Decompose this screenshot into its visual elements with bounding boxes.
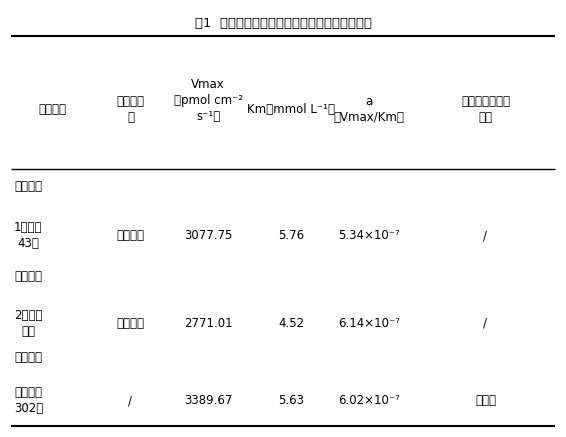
Text: 氮吸收能力评价
结果: 氮吸收能力评价 结果 xyxy=(461,95,510,124)
Text: a
（Vmax/Km）: a （Vmax/Km） xyxy=(333,95,405,124)
Text: 2771.01: 2771.01 xyxy=(184,317,233,330)
Text: Km（mmol L⁻¹）: Km（mmol L⁻¹） xyxy=(247,103,335,116)
Text: 种（中茶
302）: 种（中茶 302） xyxy=(14,386,43,415)
Text: 3389.67: 3389.67 xyxy=(184,394,232,407)
Text: Vmax
（pmol cm⁻²
s⁻¹）: Vmax （pmol cm⁻² s⁻¹） xyxy=(174,78,243,123)
Text: 高氮高效: 高氮高效 xyxy=(117,229,144,242)
Text: 对照品种: 对照品种 xyxy=(14,270,42,283)
Text: 6.02×10⁻⁷: 6.02×10⁻⁷ xyxy=(338,394,400,407)
Text: 双高效: 双高效 xyxy=(475,394,496,407)
Text: 6.14×10⁻⁷: 6.14×10⁻⁷ xyxy=(338,317,400,330)
Text: /: / xyxy=(483,229,487,242)
Text: 3077.75: 3077.75 xyxy=(184,229,232,242)
Text: 5.63: 5.63 xyxy=(278,394,305,407)
Text: 5.76: 5.76 xyxy=(278,229,305,242)
Text: /: / xyxy=(128,394,132,407)
Text: 待鉴定品: 待鉴定品 xyxy=(14,351,42,364)
Text: /: / xyxy=(483,317,487,330)
Text: 表1  对照品种与鉴定品种茶树氮吸收动力学参数: 表1 对照品种与鉴定品种茶树氮吸收动力学参数 xyxy=(195,17,371,30)
Text: 氮吸收能
力: 氮吸收能 力 xyxy=(117,95,144,124)
Text: 2（乌牛
早）: 2（乌牛 早） xyxy=(14,309,42,338)
Text: 培养材料: 培养材料 xyxy=(39,103,67,116)
Text: 1（龙井
43）: 1（龙井 43） xyxy=(14,221,42,250)
Text: 5.34×10⁻⁷: 5.34×10⁻⁷ xyxy=(338,229,400,242)
Text: 对照品种: 对照品种 xyxy=(14,180,42,193)
Text: 低氮高效: 低氮高效 xyxy=(117,317,144,330)
Text: 4.52: 4.52 xyxy=(278,317,305,330)
